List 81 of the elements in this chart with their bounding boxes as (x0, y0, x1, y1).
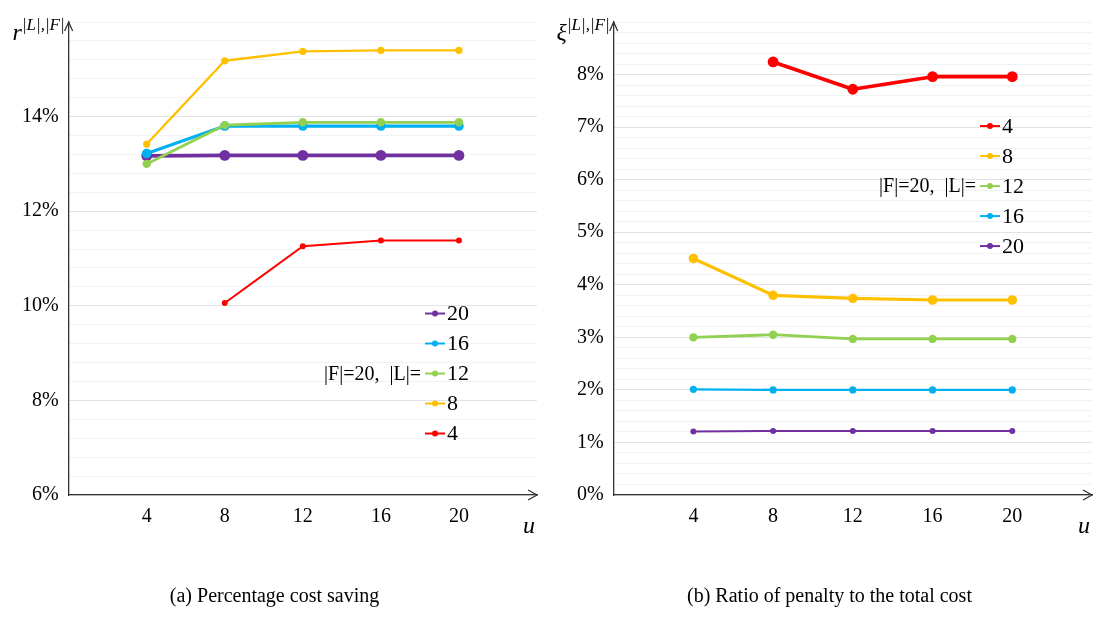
point (377, 237, 384, 244)
x-tick-label: 12 (292, 504, 313, 527)
point (376, 118, 386, 127)
y-tick-label: 6% (576, 166, 604, 189)
point (928, 334, 937, 344)
point (688, 253, 699, 264)
point (1008, 334, 1017, 344)
point (297, 149, 309, 161)
point (1009, 427, 1016, 434)
legend-label: 12 (447, 360, 469, 386)
y-tick-label: 8% (31, 387, 59, 410)
x-tick-label: 4 (688, 504, 699, 527)
x-tick-label: 12 (842, 504, 863, 527)
legend-label: 20 (1002, 232, 1024, 258)
point (768, 290, 778, 301)
x-tick-label: 4 (141, 504, 152, 527)
point (928, 386, 937, 394)
text: (a) Percentage cost saving (169, 584, 380, 608)
x-axis-title: u (1078, 512, 1090, 538)
point (767, 56, 779, 68)
x-tick-label: 16 (922, 504, 943, 527)
point (927, 71, 938, 83)
y-tick-label: 2% (576, 377, 604, 400)
point (221, 57, 229, 65)
legend-label: 4 (1002, 112, 1013, 138)
legend-label: 20 (447, 300, 469, 326)
point (221, 299, 228, 306)
point (847, 83, 859, 95)
point (848, 293, 858, 304)
legend-label: 16 (447, 330, 469, 356)
y-tick-label: 10% (21, 293, 59, 316)
y-tick-label: 4% (576, 272, 604, 295)
legend-title: |F|=20, |L|= (324, 361, 421, 385)
point (219, 149, 231, 161)
point (142, 159, 151, 169)
y-tick-label: 0% (576, 482, 604, 505)
point (454, 118, 464, 127)
legend-label: 4 (447, 420, 458, 446)
point (770, 427, 777, 434)
y-tick-label: 5% (576, 219, 604, 242)
point (298, 118, 308, 127)
y-tick-label: 14% (21, 103, 59, 126)
legend-label: 12 (1002, 172, 1024, 198)
point (689, 385, 697, 393)
point (377, 46, 385, 54)
point (690, 428, 697, 435)
x-tick-label: 8 (219, 504, 230, 527)
point (1008, 386, 1016, 394)
text: (b) Ratio of penalty to the total cost (687, 584, 973, 608)
point (453, 149, 465, 161)
x-tick-label: 20 (1002, 504, 1023, 527)
y-tick-label: 3% (576, 324, 604, 347)
point (375, 149, 387, 161)
point (848, 334, 858, 344)
point (1006, 71, 1018, 83)
point (689, 333, 698, 342)
x-axis-title: u (523, 512, 535, 538)
legend-label: 8 (1002, 142, 1013, 168)
point (929, 427, 936, 434)
y-tick-label: 1% (576, 429, 604, 452)
x-tick-label: 20 (448, 504, 469, 527)
point (927, 295, 938, 305)
point (1007, 295, 1018, 305)
point (299, 243, 306, 250)
point (769, 386, 777, 394)
point (299, 47, 307, 55)
y-tick-label: 12% (21, 198, 59, 221)
point (143, 140, 151, 148)
point (455, 237, 462, 244)
x-tick-label: 8 (768, 504, 779, 527)
point (849, 427, 856, 434)
legend-label: 8 (447, 390, 458, 416)
legend-label: 16 (1002, 202, 1024, 228)
y-tick-label: 7% (576, 114, 604, 137)
point (455, 46, 463, 54)
legend-title: |F|=20, |L|= (879, 174, 976, 198)
point (768, 330, 778, 339)
y-tick-label: 8% (576, 61, 604, 84)
point (849, 386, 857, 394)
x-tick-label: 16 (370, 504, 391, 527)
y-tick-label: 6% (31, 482, 59, 505)
